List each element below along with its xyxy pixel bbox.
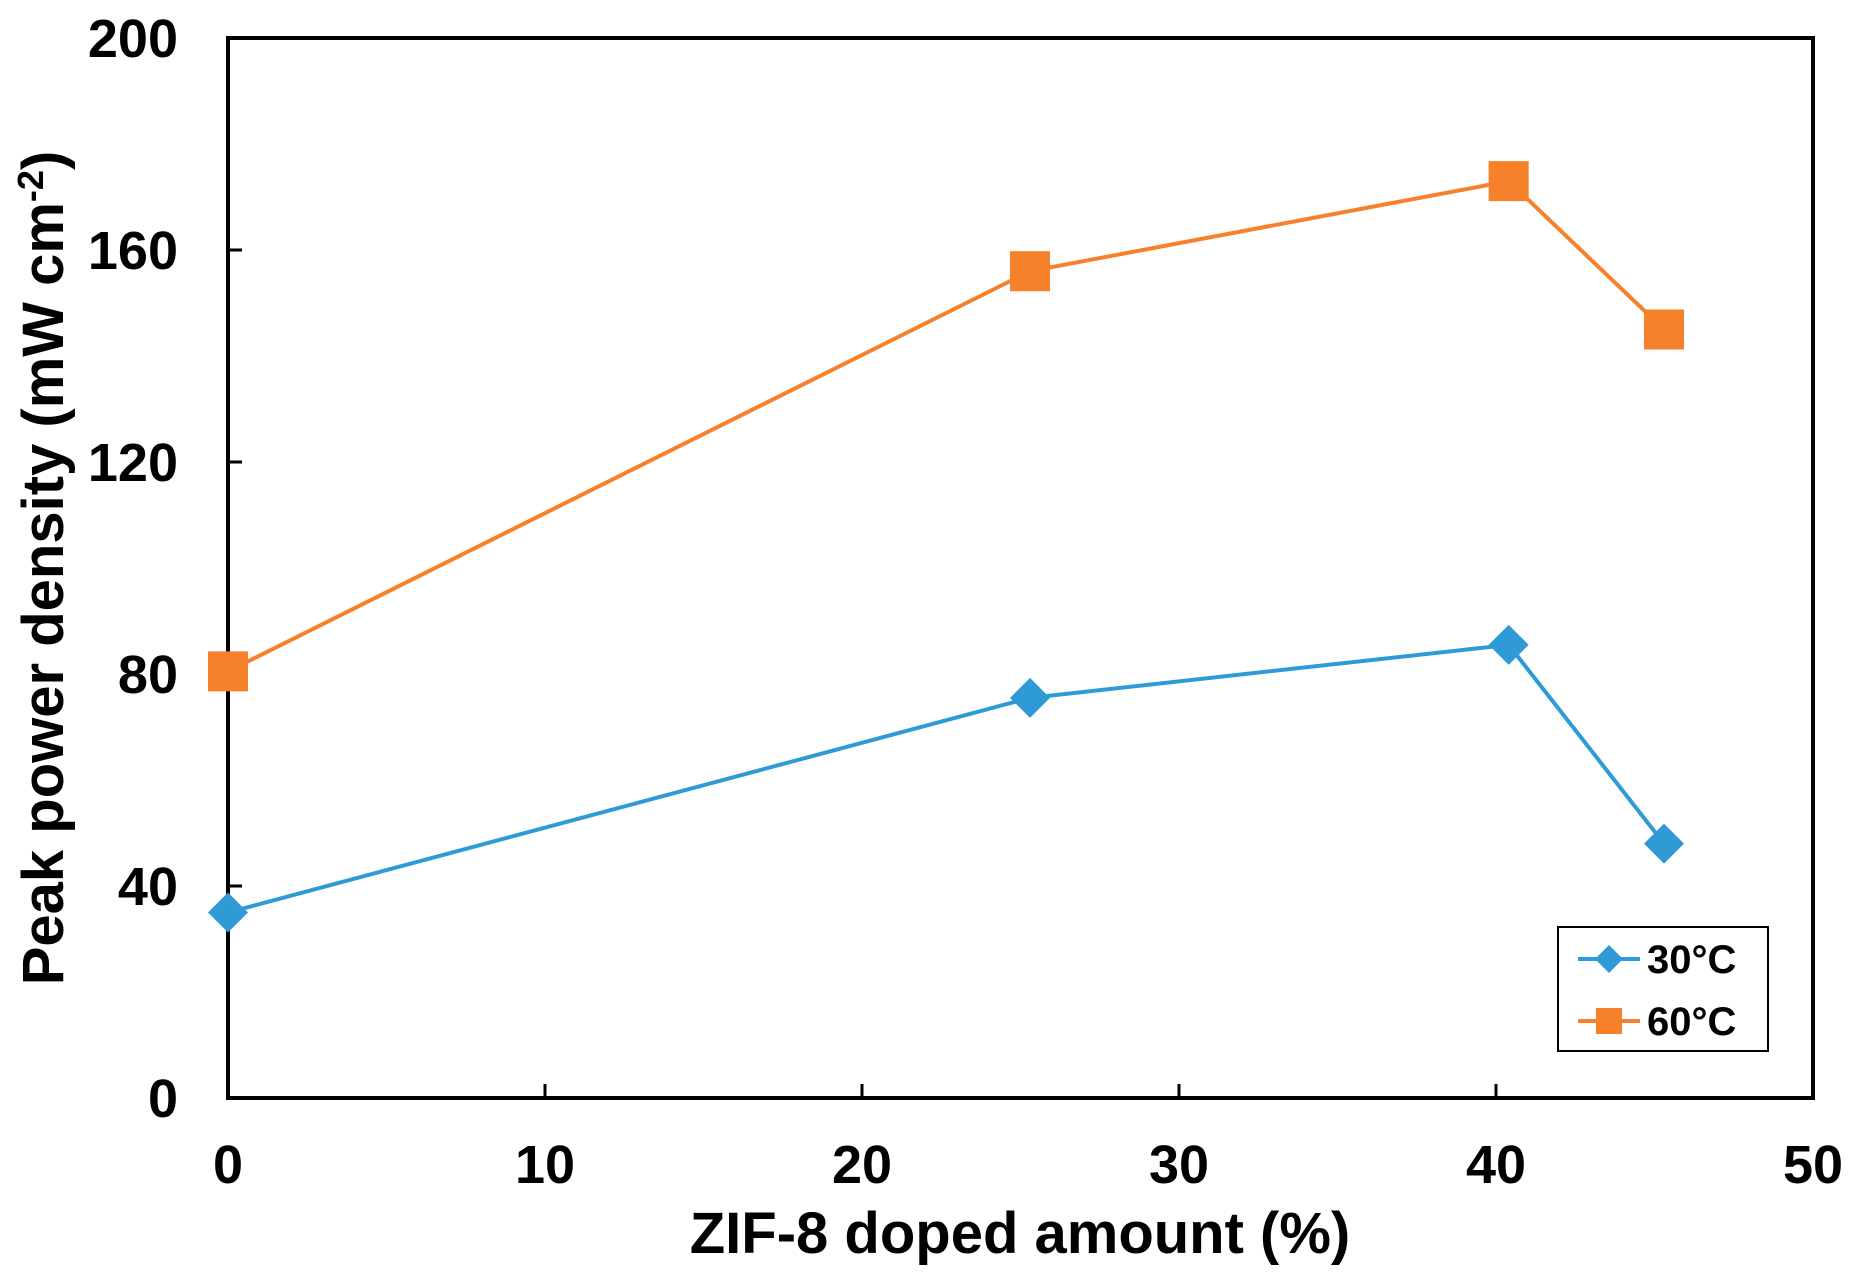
series-30c [208,624,1685,933]
x-tick-label: 10 [515,1135,575,1195]
y-tick-label: 80 [118,645,178,705]
series-60c-point [1488,161,1529,202]
x-axis-title: ZIF-8 doped amount (%) [690,1201,1351,1266]
legend-box [1557,926,1769,1052]
series-60c-point [208,651,248,692]
series-30c-point [1488,624,1529,665]
legend-30c-diamond-icon [1595,945,1623,973]
legend: 30°C 60°C [1557,926,1769,1052]
x-tick-label: 50 [1783,1135,1843,1195]
series-60c-point [1010,251,1051,292]
legend-30c-label: 30°C [1647,938,1736,982]
y-tick-label: 200 [88,9,178,69]
x-tick-label: 20 [832,1135,892,1195]
plot-frame [226,36,1815,1100]
y-axis-title: Peak power density (mW cm-2) [10,151,76,986]
x-tick-label: 30 [1149,1135,1209,1195]
legend-60c-label: 60°C [1647,1000,1736,1044]
series-30c-line [227,642,1666,915]
series-layer [208,161,1685,933]
series-60c-point [1644,309,1685,350]
series-30c-point [208,892,248,933]
y-tick-label: 120 [88,433,178,493]
y-tick-label: 160 [88,221,178,281]
y-tick-label: 0 [148,1069,178,1129]
y-tick-label: 40 [118,857,178,917]
ticks-layer: 0 10 20 30 40 50 0 40 80 120 160 200 [88,9,1843,1195]
series-60c [208,161,1685,692]
legend-60c-square-icon [1596,1008,1622,1034]
series-60c-line [227,179,1666,674]
series-30c-point [1010,677,1051,718]
series-30c-point [1644,823,1685,864]
x-tick-label: 40 [1466,1135,1526,1195]
x-tick-label: 0 [213,1135,243,1195]
y-axis-title-close: ) [11,151,76,170]
y-axis-title-main: Peak power density (mW cm [11,202,76,985]
y-axis-title-superscript: -2 [10,170,51,202]
